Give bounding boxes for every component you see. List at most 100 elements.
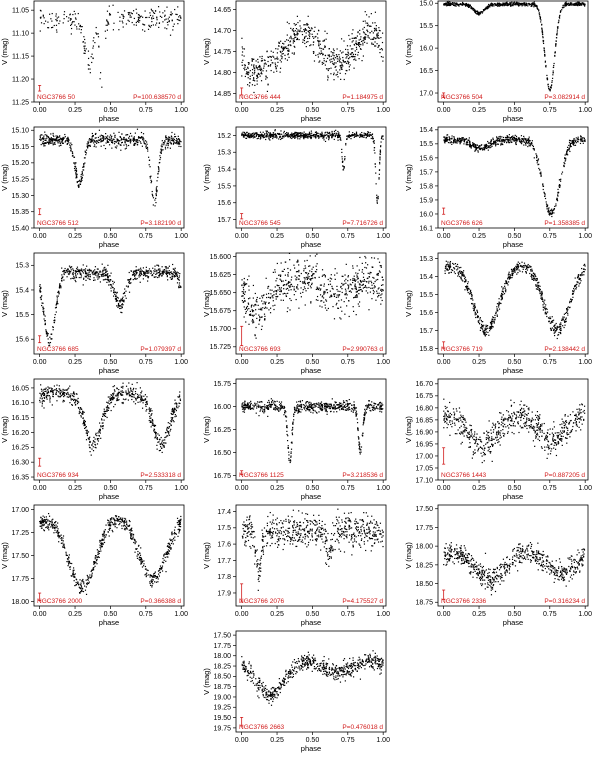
data-point xyxy=(380,150,381,151)
data-point xyxy=(268,309,269,310)
data-point xyxy=(276,67,277,68)
data-point xyxy=(341,62,342,63)
data-point xyxy=(80,181,81,182)
data-point xyxy=(313,38,314,39)
data-point xyxy=(547,205,548,206)
data-point xyxy=(148,25,149,26)
data-point xyxy=(78,185,79,186)
data-point xyxy=(329,68,330,69)
data-point xyxy=(373,44,374,45)
data-point xyxy=(320,285,321,286)
data-point xyxy=(62,277,63,278)
data-point xyxy=(107,265,108,266)
data-point xyxy=(498,140,499,141)
data-point xyxy=(523,144,524,145)
data-point xyxy=(49,138,50,139)
data-point xyxy=(325,132,326,133)
data-point xyxy=(564,163,565,164)
data-point xyxy=(111,136,112,137)
data-point xyxy=(48,143,49,144)
data-point xyxy=(584,4,585,5)
data-point xyxy=(45,21,46,22)
data-point xyxy=(358,303,359,304)
data-point xyxy=(244,69,245,70)
data-point xyxy=(526,141,527,142)
data-point xyxy=(262,70,263,71)
y-tick-label: 15.5 xyxy=(419,141,433,148)
data-point xyxy=(96,27,97,28)
data-point xyxy=(92,135,93,136)
data-point xyxy=(123,300,124,301)
data-point xyxy=(359,39,360,40)
data-point xyxy=(245,76,246,77)
data-point xyxy=(275,64,276,65)
data-point xyxy=(313,273,314,274)
data-point xyxy=(114,294,115,295)
data-point xyxy=(354,280,355,281)
data-point xyxy=(511,4,512,5)
data-point xyxy=(136,13,137,14)
data-point xyxy=(73,276,74,277)
data-point xyxy=(287,274,288,275)
data-point xyxy=(95,32,96,33)
data-point xyxy=(82,172,83,173)
data-point xyxy=(475,11,476,12)
data-point xyxy=(242,300,243,301)
data-point xyxy=(288,40,289,41)
data-point xyxy=(455,2,456,3)
data-point xyxy=(296,277,297,278)
data-point xyxy=(252,72,253,73)
data-point xyxy=(356,314,357,315)
data-point xyxy=(172,278,173,279)
data-point xyxy=(280,139,281,140)
data-point xyxy=(480,145,481,146)
data-point xyxy=(310,135,311,136)
data-point xyxy=(346,305,347,306)
data-point xyxy=(338,291,339,292)
x-tick-label: 1.00 xyxy=(174,359,188,366)
data-point xyxy=(117,140,118,141)
data-point xyxy=(55,314,56,315)
data-point xyxy=(309,33,310,34)
y-axis-label: V (mag) xyxy=(404,164,413,191)
data-point xyxy=(40,140,41,141)
data-point xyxy=(305,288,306,289)
data-point xyxy=(362,291,363,292)
data-point xyxy=(70,143,71,144)
data-point xyxy=(107,141,108,142)
data-point xyxy=(363,284,364,285)
data-point xyxy=(372,39,373,40)
data-point xyxy=(48,342,49,343)
data-point xyxy=(244,48,245,49)
data-point xyxy=(276,71,277,72)
data-point xyxy=(571,143,572,144)
data-point xyxy=(282,51,283,52)
data-point xyxy=(331,51,332,52)
data-point xyxy=(74,11,75,12)
x-tick-label: 0.25 xyxy=(270,107,284,114)
data-point xyxy=(538,9,539,10)
data-point xyxy=(57,140,58,141)
data-point xyxy=(277,285,278,286)
data-point xyxy=(311,131,312,132)
data-point xyxy=(354,44,355,45)
data-point xyxy=(367,31,368,32)
data-point xyxy=(52,13,53,14)
data-point xyxy=(333,48,334,49)
data-point xyxy=(363,31,364,32)
data-point xyxy=(174,134,175,135)
data-point xyxy=(102,138,103,139)
data-point xyxy=(488,7,489,8)
data-point xyxy=(262,303,263,304)
data-point xyxy=(356,276,357,277)
data-point xyxy=(294,289,295,290)
data-point xyxy=(348,300,349,301)
data-point xyxy=(169,139,170,140)
data-point xyxy=(445,140,446,141)
data-point xyxy=(340,61,341,62)
data-point xyxy=(534,2,535,3)
data-point xyxy=(171,273,172,274)
data-point xyxy=(359,287,360,288)
data-point xyxy=(326,61,327,62)
